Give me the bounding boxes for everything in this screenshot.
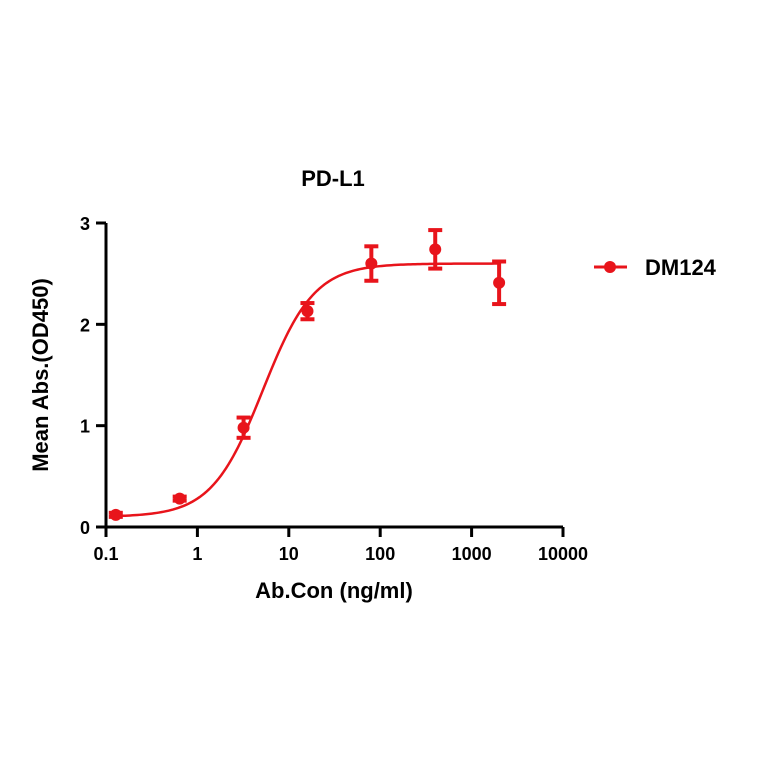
y-tick-label: 1 bbox=[80, 417, 90, 437]
data-point bbox=[429, 243, 442, 256]
x-tick-label: 10000 bbox=[538, 544, 588, 564]
data-point bbox=[173, 492, 186, 505]
legend: DM124 bbox=[594, 255, 717, 280]
legend-marker bbox=[604, 261, 616, 273]
y-axis-label: Mean Abs.(OD450) bbox=[28, 278, 53, 472]
x-tick-label: 1 bbox=[192, 544, 202, 564]
x-tick-label: 0.1 bbox=[93, 544, 118, 564]
y-axis: 0 1 2 3 bbox=[80, 214, 108, 538]
data-point bbox=[109, 508, 122, 521]
x-axis: 0.1 1 10 100 1000 10000 bbox=[93, 525, 588, 564]
data-point-layer bbox=[109, 243, 506, 521]
plot-area bbox=[108, 228, 507, 521]
data-point bbox=[237, 421, 250, 434]
y-tick-label: 0 bbox=[80, 518, 90, 538]
legend-label: DM124 bbox=[645, 255, 717, 280]
data-point bbox=[493, 276, 506, 289]
data-point bbox=[365, 257, 378, 270]
x-axis-label: Ab.Con (ng/ml) bbox=[255, 578, 413, 603]
y-tick-label: 2 bbox=[80, 315, 90, 335]
x-tick-label: 100 bbox=[365, 544, 395, 564]
data-point bbox=[301, 305, 314, 318]
x-tick-label: 1000 bbox=[452, 544, 492, 564]
x-tick-label: 10 bbox=[279, 544, 299, 564]
y-tick-label: 3 bbox=[80, 214, 90, 234]
error-bar-layer bbox=[108, 228, 507, 519]
chart-title: PD-L1 bbox=[301, 166, 365, 191]
